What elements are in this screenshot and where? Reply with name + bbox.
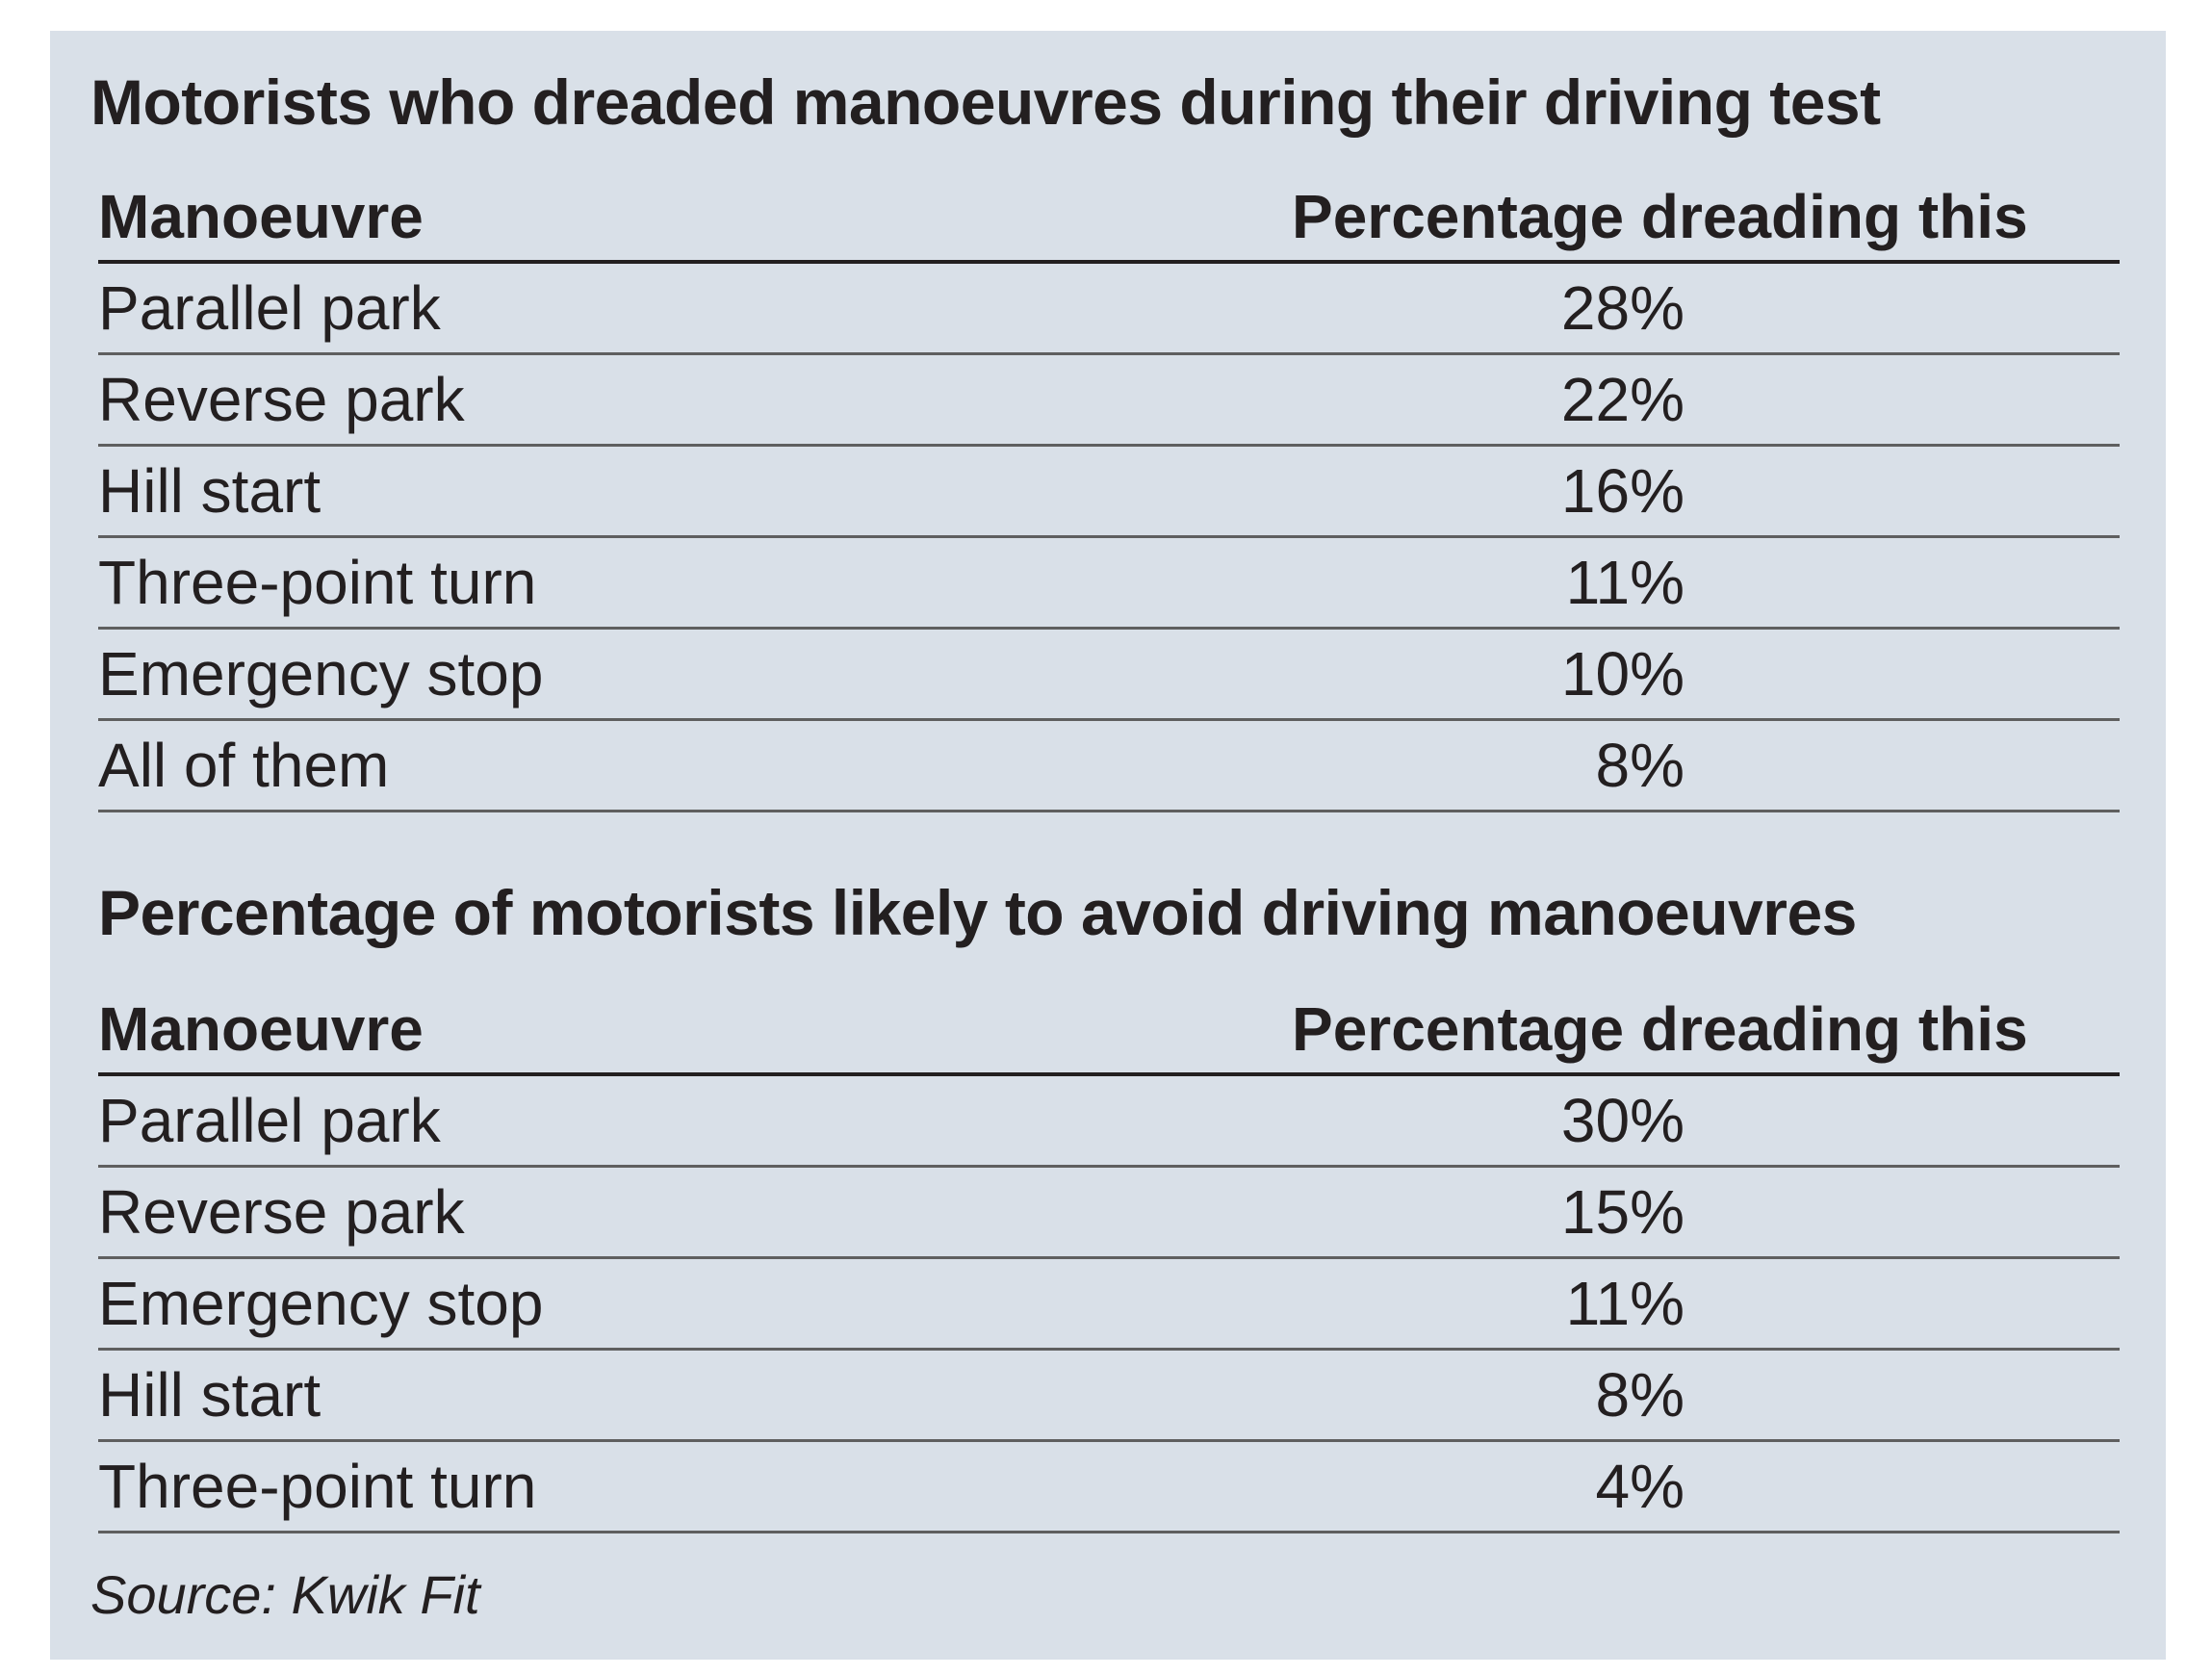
percentage-cell: 11% bbox=[1292, 536, 2120, 630]
manoeuvre-cell: Three-point turn bbox=[98, 536, 1292, 630]
percentage-value: 8% bbox=[1595, 731, 1685, 800]
table-row: Reverse park 22% bbox=[98, 353, 2120, 447]
manoeuvre-cell: Reverse park bbox=[98, 1166, 1292, 1259]
percentage-value: 15% bbox=[1560, 1177, 1685, 1247]
percentage-value: 30% bbox=[1560, 1086, 1685, 1155]
column-header-percentage: Percentage dreading this bbox=[1292, 173, 2120, 264]
manoeuvre-cell: Emergency stop bbox=[98, 628, 1292, 721]
manoeuvre-cell: Parallel park bbox=[98, 262, 1292, 355]
table-row: Three-point turn 4% bbox=[98, 1440, 2120, 1533]
source-note: Source: Kwik Fit bbox=[90, 1564, 480, 1625]
percentage-value: 4% bbox=[1595, 1452, 1685, 1521]
table-1-title: Motorists who dreaded manoeuvres during … bbox=[90, 66, 1881, 138]
manoeuvre-cell: Hill start bbox=[98, 445, 1292, 538]
manoeuvre-cell: Three-point turn bbox=[98, 1440, 1292, 1533]
percentage-cell: 28% bbox=[1292, 262, 2120, 355]
table-row: All of them 8% bbox=[98, 719, 2120, 812]
percentage-value: 8% bbox=[1595, 1360, 1685, 1430]
percentage-value: 10% bbox=[1560, 639, 1685, 709]
table-2: Manoeuvre Percentage dreading this Paral… bbox=[98, 986, 2120, 1533]
table-row: Emergency stop 11% bbox=[98, 1257, 2120, 1351]
column-header-manoeuvre: Manoeuvre bbox=[98, 986, 1292, 1076]
column-header-percentage: Percentage dreading this bbox=[1292, 986, 2120, 1076]
column-header-manoeuvre: Manoeuvre bbox=[98, 173, 1292, 264]
table-header-row: Manoeuvre Percentage dreading this bbox=[98, 986, 2120, 1076]
percentage-cell: 10% bbox=[1292, 628, 2120, 721]
manoeuvre-cell: Parallel park bbox=[98, 1074, 1292, 1168]
percentage-value: 11% bbox=[1565, 1269, 1685, 1338]
table-row: Parallel park 30% bbox=[98, 1074, 2120, 1168]
percentage-cell: 8% bbox=[1292, 1349, 2120, 1442]
manoeuvre-cell: Hill start bbox=[98, 1349, 1292, 1442]
table-header-row: Manoeuvre Percentage dreading this bbox=[98, 173, 2120, 264]
percentage-cell: 4% bbox=[1292, 1440, 2120, 1533]
percentage-cell: 11% bbox=[1292, 1257, 2120, 1351]
infobox-panel: Motorists who dreaded manoeuvres during … bbox=[50, 31, 2166, 1660]
percentage-value: 22% bbox=[1560, 365, 1685, 434]
percentage-value: 16% bbox=[1560, 456, 1685, 526]
percentage-cell: 15% bbox=[1292, 1166, 2120, 1259]
table-2-title: Percentage of motorists likely to avoid … bbox=[98, 877, 1857, 948]
percentage-cell: 30% bbox=[1292, 1074, 2120, 1168]
table-row: Emergency stop 10% bbox=[98, 628, 2120, 721]
manoeuvre-cell: Emergency stop bbox=[98, 1257, 1292, 1351]
table-row: Hill start 8% bbox=[98, 1349, 2120, 1442]
table-row: Hill start 16% bbox=[98, 445, 2120, 538]
table-row: Reverse park 15% bbox=[98, 1166, 2120, 1259]
table-row: Three-point turn 11% bbox=[98, 536, 2120, 630]
percentage-value: 28% bbox=[1560, 273, 1685, 343]
manoeuvre-cell: All of them bbox=[98, 719, 1292, 812]
percentage-cell: 22% bbox=[1292, 353, 2120, 447]
table-1: Manoeuvre Percentage dreading this Paral… bbox=[98, 173, 2120, 812]
percentage-cell: 8% bbox=[1292, 719, 2120, 812]
manoeuvre-cell: Reverse park bbox=[98, 353, 1292, 447]
percentage-cell: 16% bbox=[1292, 445, 2120, 538]
table-row: Parallel park 28% bbox=[98, 262, 2120, 355]
percentage-value: 11% bbox=[1565, 548, 1685, 617]
